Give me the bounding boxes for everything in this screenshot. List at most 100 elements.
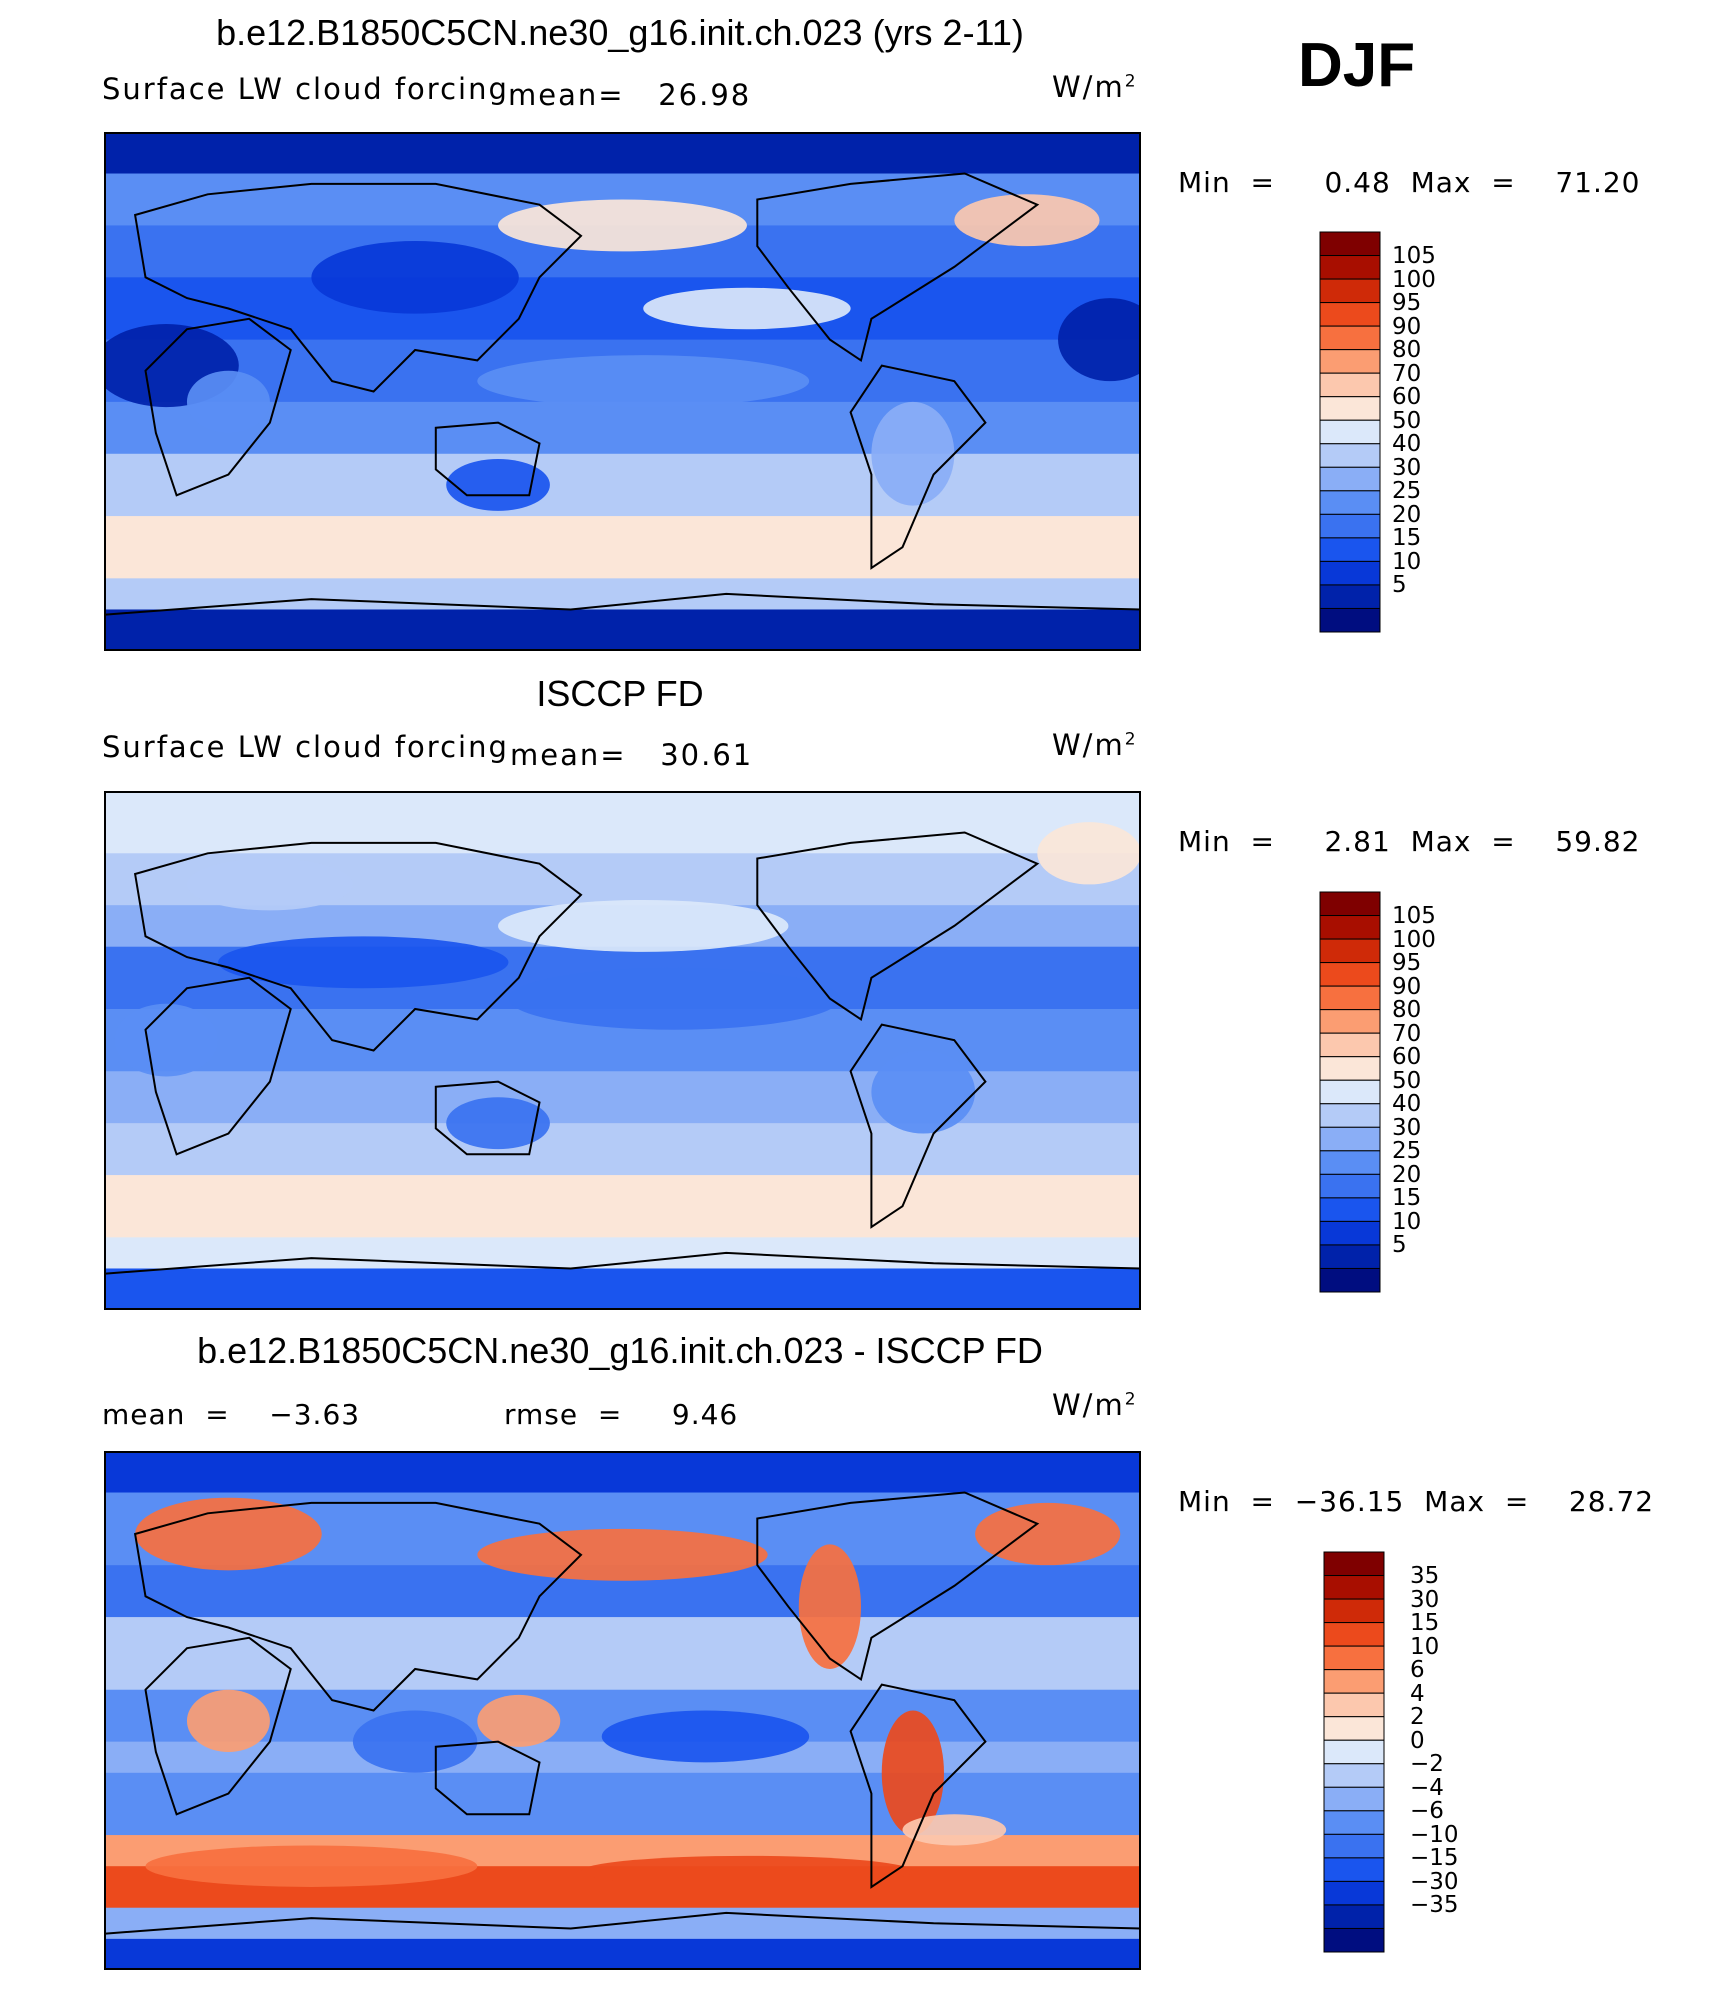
colorbar-tick-label: 100 (1392, 266, 1436, 293)
coastline (133, 841, 583, 1052)
field-region (975, 1502, 1121, 1566)
colorbar-tick-label: 105 (1392, 903, 1436, 929)
field-region (508, 967, 841, 1030)
coastline (104, 592, 1141, 651)
colorbar-swatch (1319, 537, 1381, 562)
colorbar-tick-label: 5 (1392, 572, 1407, 599)
colorbar-tick-label: −15 (1410, 1845, 1459, 1872)
colorbar-swatch (1323, 1810, 1385, 1835)
colorbar-swatch (1319, 1103, 1381, 1128)
colorbar-tick-label: 20 (1392, 501, 1422, 528)
colorbar-swatch (1319, 278, 1381, 304)
colorbar-swatch (1319, 915, 1381, 940)
colorbar-tick-label: 40 (1392, 431, 1422, 458)
colorbar-swatch (1319, 1056, 1381, 1081)
colorbar-swatch (1319, 466, 1381, 492)
field-band (104, 1175, 1141, 1239)
colorbar-swatch (1323, 1786, 1385, 1812)
colorbar-swatch (1319, 231, 1381, 257)
colorbar-swatch (1323, 1904, 1385, 1929)
field-band (104, 401, 1141, 455)
field-region (601, 1710, 810, 1763)
colorbar-swatch (1323, 1669, 1385, 1694)
panel-1-mean: mean= 26.98 (508, 78, 752, 112)
colorbar-swatch (1323, 1692, 1385, 1718)
field-band (104, 132, 1141, 175)
field-region (871, 1050, 976, 1134)
panel-3-rmse: rmse = 9.46 (504, 1398, 739, 1431)
field-band (104, 1617, 1141, 1691)
panel-3-min-max: Min = −36.15 Max = 28.72 (1178, 1485, 1655, 1518)
colorbar-swatch (1319, 1197, 1381, 1222)
colorbar-tick-label: 10 (1392, 1208, 1422, 1235)
field-region (477, 355, 810, 408)
panel-3-units: W/m2 (1052, 1388, 1138, 1422)
field-region (446, 458, 550, 511)
field-region (186, 858, 353, 911)
colorbar-tick-label: 15 (1392, 1185, 1422, 1212)
colorbar-swatch (1319, 302, 1381, 327)
coastline (756, 1491, 1040, 1682)
colorbar-swatch (1319, 255, 1381, 280)
panel-1-map (104, 132, 1141, 651)
colorbar-tick-label: −4 (1410, 1774, 1444, 1801)
colorbar-swatch (1319, 584, 1381, 609)
field-band (104, 1451, 1141, 1494)
field-band (104, 791, 1141, 855)
field-region (643, 287, 851, 330)
coastline (756, 831, 1040, 1022)
colorbar-swatch (1319, 325, 1381, 351)
field-region (145, 1845, 478, 1887)
map-frame (104, 791, 1141, 1310)
colorbar-tick-label: 35 (1410, 1563, 1440, 1589)
coastline (756, 172, 1040, 363)
colorbar-tick-label: 95 (1392, 950, 1422, 977)
colorbar-tick-label: −6 (1410, 1798, 1444, 1825)
colorbar-swatch (1319, 938, 1381, 964)
panel-1-colorbar (1319, 231, 1381, 633)
panel-1-min-max: Min = 0.48 Max = 71.20 (1178, 166, 1641, 199)
colorbar-tick-label: 10 (1392, 548, 1422, 575)
coastline (434, 1080, 541, 1156)
panel-1-title: b.e12.B1850C5CN.ne30_g16.init.ch.023 (yr… (216, 12, 1024, 53)
colorbar-tick-label: 80 (1392, 337, 1422, 364)
field-band (104, 277, 1141, 341)
coastline (434, 1740, 541, 1816)
map-frame (104, 132, 1141, 651)
coastline (434, 421, 541, 497)
colorbar-swatch (1319, 1032, 1381, 1058)
colorbar-tick-label: 80 (1392, 997, 1422, 1024)
field-region (311, 240, 519, 314)
panel-3-colorbar-labels: 35 30 15 10 6 4 2 0 −2 −4 −6 −10 −15 −30 −35 (1410, 1563, 1459, 1918)
coastline (849, 364, 987, 570)
colorbar-tick-label: 10 (1410, 1633, 1440, 1660)
field-region (954, 194, 1100, 247)
colorbar-swatch (1319, 349, 1381, 374)
coastline (144, 976, 292, 1156)
colorbar-tick-label: 50 (1392, 1067, 1422, 1094)
colorbar-swatch (1319, 1126, 1381, 1152)
colorbar-tick-label: 6 (1410, 1657, 1425, 1684)
colorbar-swatch (1323, 1551, 1385, 1577)
colorbar-swatch (1319, 607, 1381, 633)
colorbar-tick-label: 100 (1392, 926, 1436, 953)
colorbar-swatch (1319, 1079, 1381, 1105)
coastline (849, 1023, 987, 1229)
colorbar-swatch (1319, 419, 1381, 445)
colorbar-swatch (1319, 513, 1381, 539)
colorbar-tick-label: 40 (1392, 1091, 1422, 1118)
coastline (144, 1636, 292, 1816)
coastline (104, 1911, 1141, 1970)
field-region (114, 1003, 219, 1077)
field-band (104, 1268, 1141, 1310)
colorbar-tick-label: 2 (1410, 1704, 1425, 1731)
colorbar-swatch (1319, 443, 1381, 468)
colorbar-swatch (1319, 396, 1381, 421)
field-region (498, 199, 747, 252)
field-band (104, 1938, 1141, 1970)
colorbar-tick-label: 50 (1392, 407, 1422, 434)
field-region (871, 401, 955, 506)
coastline (133, 1501, 583, 1712)
colorbar-swatch (1319, 1267, 1381, 1293)
field-band (104, 453, 1141, 518)
